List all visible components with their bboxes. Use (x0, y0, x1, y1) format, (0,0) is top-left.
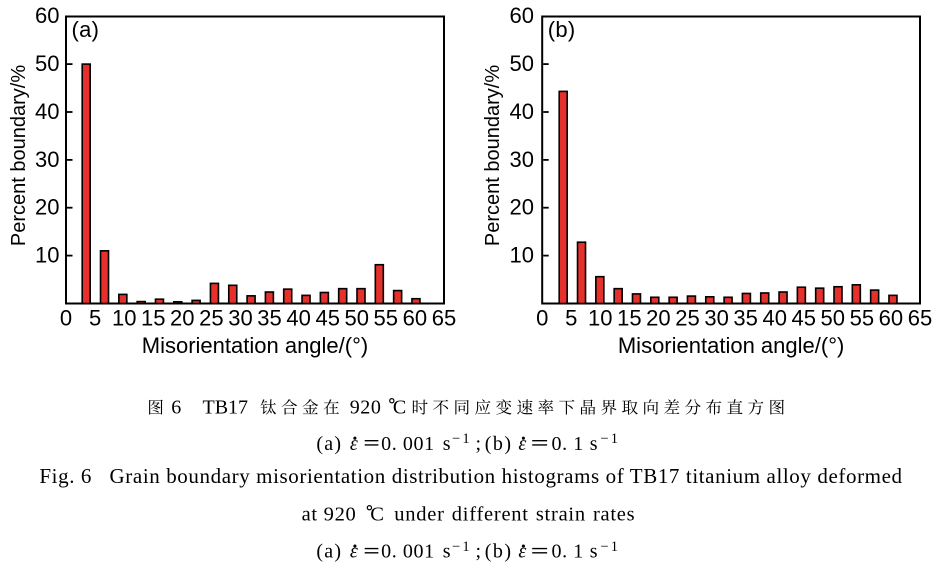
svg-text:−1: −1 (600, 539, 620, 555)
svg-text:30: 30 (704, 306, 728, 331)
svg-text:10: 10 (588, 306, 612, 331)
svg-text:20: 20 (646, 306, 670, 331)
svg-text:30: 30 (510, 147, 534, 172)
svg-text:(b): (b) (485, 541, 513, 563)
svg-text:40: 40 (35, 99, 59, 124)
svg-text:C: C (393, 396, 406, 418)
svg-text:0: 0 (60, 306, 72, 331)
svg-text:5: 5 (89, 306, 101, 331)
svg-text:(a): (a) (316, 541, 342, 563)
svg-text:s: s (590, 433, 598, 455)
svg-text:20: 20 (170, 306, 194, 331)
svg-text:50: 50 (35, 51, 59, 76)
svg-text:C: C (370, 504, 384, 526)
svg-text:55: 55 (374, 306, 398, 331)
svg-text:;: ; (476, 433, 482, 455)
svg-text:6: 6 (171, 396, 181, 418)
svg-text:Misorientation angle/(°): Misorientation angle/(°) (142, 333, 368, 358)
svg-text:20: 20 (510, 195, 534, 220)
svg-text:0: 0 (536, 306, 548, 331)
svg-text:25: 25 (199, 306, 223, 331)
svg-text:under different strain rates: under different strain rates (394, 504, 635, 526)
svg-text:10: 10 (35, 243, 59, 268)
svg-text:45: 45 (792, 306, 816, 331)
svg-text:−1: −1 (452, 539, 472, 555)
svg-text:−1: −1 (600, 431, 620, 447)
svg-text:55: 55 (850, 306, 874, 331)
svg-text:15: 15 (617, 306, 641, 331)
svg-text:(b): (b) (485, 433, 513, 455)
svg-text:60: 60 (879, 306, 903, 331)
svg-text:Percent boundary/%: Percent boundary/% (8, 65, 30, 246)
svg-text:;: ; (476, 541, 482, 563)
svg-text:20: 20 (35, 195, 59, 220)
svg-text:0. 001: 0. 001 (381, 433, 435, 455)
svg-text:s: s (443, 541, 451, 563)
svg-text:ε: ε (350, 541, 358, 563)
svg-text:(a): (a) (316, 433, 342, 455)
svg-text:ε: ε (518, 541, 526, 563)
svg-text:30: 30 (228, 306, 252, 331)
svg-text:at 920: at 920 (302, 504, 357, 526)
svg-text:15: 15 (141, 306, 165, 331)
svg-text:35: 35 (733, 306, 757, 331)
svg-text:ε: ε (518, 433, 526, 455)
svg-text:0. 1: 0. 1 (552, 433, 584, 455)
svg-text:50: 50 (821, 306, 845, 331)
svg-text:−1: −1 (452, 431, 472, 447)
svg-text:TB17: TB17 (203, 396, 249, 418)
svg-text:40: 40 (510, 99, 534, 124)
svg-text:5: 5 (565, 306, 577, 331)
svg-text:50: 50 (345, 306, 369, 331)
svg-text:920: 920 (350, 396, 382, 418)
svg-text:Misorientation angle/(°): Misorientation angle/(°) (618, 333, 844, 358)
svg-text:40: 40 (286, 306, 310, 331)
svg-text:10: 10 (510, 243, 534, 268)
svg-text:0. 001: 0. 001 (381, 541, 435, 563)
svg-text:Fig. 6 Grain boundary misori: Fig. 6 Grain boundary misorientation dis… (39, 464, 902, 488)
svg-text:65: 65 (432, 306, 456, 331)
svg-text:30: 30 (35, 147, 59, 172)
svg-text:35: 35 (257, 306, 281, 331)
svg-text:65: 65 (908, 306, 932, 331)
svg-text:60: 60 (35, 3, 59, 28)
svg-text:10: 10 (112, 306, 136, 331)
svg-text:s: s (443, 433, 451, 455)
svg-text:45: 45 (315, 306, 339, 331)
svg-text:60: 60 (510, 3, 534, 28)
svg-text:0. 1: 0. 1 (552, 541, 584, 563)
svg-text:50: 50 (510, 51, 534, 76)
svg-text:(a): (a) (72, 17, 100, 42)
svg-text:(b): (b) (548, 17, 576, 42)
svg-text:60: 60 (403, 306, 427, 331)
svg-text:s: s (590, 541, 598, 563)
svg-text:40: 40 (762, 306, 786, 331)
svg-text:25: 25 (675, 306, 699, 331)
svg-text:Percent boundary/%: Percent boundary/% (482, 65, 504, 246)
svg-text:ε: ε (350, 433, 358, 455)
